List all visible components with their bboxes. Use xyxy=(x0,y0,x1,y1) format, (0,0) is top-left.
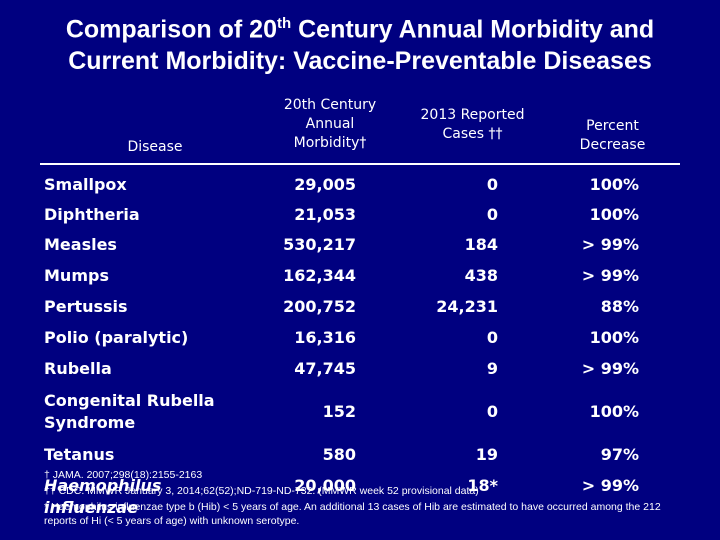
table-cell: 18* xyxy=(467,476,498,495)
table-cell: 9 xyxy=(486,359,498,378)
disease-name: Pertussis xyxy=(44,297,128,316)
table-cell: 24,231 xyxy=(436,297,498,316)
table-cell: 184 xyxy=(464,235,498,254)
table-cell: 0 xyxy=(486,175,498,194)
table-cell: 97% xyxy=(600,445,639,464)
footnote: * Haemophilus influenzae type b (Hib) < … xyxy=(44,501,661,527)
header-cell: 20th Century Annual Morbidity† xyxy=(283,97,377,151)
table-cell: 21,053 xyxy=(294,205,356,224)
table-cell: 200,752 xyxy=(283,297,356,316)
table-cell: 100% xyxy=(589,402,639,421)
disease-name: Haemophilus influenzae xyxy=(44,476,162,517)
table-cell: 100% xyxy=(589,328,639,347)
table-cell: 0 xyxy=(486,328,498,347)
table-cell: > 99% xyxy=(581,476,639,495)
table-cell: 438 xyxy=(464,266,498,285)
disease-name: Congenital Rubella Syndrome xyxy=(44,391,215,432)
table-cell: 47,745 xyxy=(294,359,356,378)
table-cell: 19 xyxy=(475,445,498,464)
table-cell: > 99% xyxy=(581,235,639,254)
disease-name: Smallpox xyxy=(44,175,127,194)
title: Comparison of 20th Century Annual Morbid… xyxy=(0,8,720,77)
table-cell: 20,000 xyxy=(294,476,356,495)
footnote: † JAMA. 2007;298(18):2155-2163 xyxy=(44,469,203,481)
table-cell: > 99% xyxy=(581,266,639,285)
title-text: Century Annual Morbidity and xyxy=(291,15,655,44)
disease-name: Tetanus xyxy=(44,445,115,464)
title-text: Current Morbidity: Vaccine-Preventable D… xyxy=(68,47,652,76)
table-cell: 100% xyxy=(589,205,639,224)
disease-name: Measles xyxy=(44,235,117,254)
disease-name: Polio (paralytic) xyxy=(44,328,189,347)
footnote: †† CDC. MMWR January 3, 2014;62(52);ND-7… xyxy=(44,485,479,497)
table-cell: 0 xyxy=(486,205,498,224)
header-cell: 2013 Reported Cases †† xyxy=(420,107,525,142)
table-cell: 100% xyxy=(589,175,639,194)
header-cell: Disease xyxy=(127,139,183,155)
table-cell: 152 xyxy=(322,402,356,421)
title-sup: th xyxy=(277,15,292,32)
table-cell: 29,005 xyxy=(294,175,356,194)
table-cell: 530,217 xyxy=(283,235,356,254)
table-cell: 162,344 xyxy=(283,266,356,285)
disease-name: Diphtheria xyxy=(44,205,140,224)
table-cell: 580 xyxy=(322,445,356,464)
table-cell: 16,316 xyxy=(294,328,356,347)
disease-name: Mumps xyxy=(44,266,109,285)
disease-name: Rubella xyxy=(44,359,112,378)
table-cell: 88% xyxy=(600,297,639,316)
header-rule xyxy=(40,163,680,165)
header-cell: Percent Decrease xyxy=(579,118,646,153)
table-cell: 0 xyxy=(486,402,498,421)
table-cell: > 99% xyxy=(581,359,639,378)
title-text: Comparison of 20 xyxy=(65,15,277,44)
